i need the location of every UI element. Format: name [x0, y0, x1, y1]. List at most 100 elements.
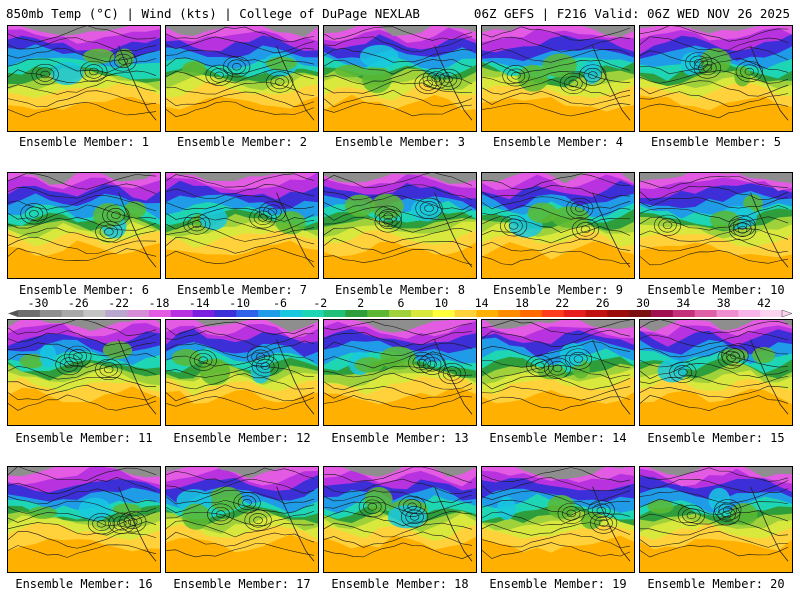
colorbar-tick-label: -30 — [27, 296, 49, 310]
colorbar-swatch — [345, 310, 368, 317]
ensemble-member-label: Ensemble Member: 4 — [492, 135, 624, 149]
colorbar-swatch — [607, 310, 630, 317]
colorbar-swatch — [214, 310, 237, 317]
ensemble-member-label: Ensemble Member: 9 — [492, 283, 624, 297]
ensemble-member-panel — [7, 319, 161, 426]
colorbar-tick-label: -18 — [148, 296, 170, 310]
temperature-field — [482, 467, 634, 572]
colorbar-swatch — [367, 310, 390, 317]
temperature-field — [8, 173, 160, 278]
temperature-field — [324, 467, 476, 572]
temperature-field — [166, 26, 318, 131]
colorbar-swatch — [170, 310, 193, 317]
colorbar-tick-label: 22 — [555, 296, 570, 310]
ensemble-member-panel — [639, 466, 793, 573]
ensemble-member-panel — [7, 25, 161, 132]
colorbar-tick-label: 2 — [357, 296, 365, 310]
colorbar-tick-label: -6 — [273, 296, 287, 310]
colorbar-swatch — [476, 310, 499, 317]
colorbar-tick-label: -10 — [229, 296, 251, 310]
temperature-field — [640, 173, 792, 278]
colorbar-tick-label: 10 — [434, 296, 449, 310]
temperature-field — [482, 173, 634, 278]
colorbar-swatch — [279, 310, 303, 317]
ensemble-member-panel — [165, 25, 319, 132]
ensemble-member-label: Ensemble Member: 20 — [647, 577, 785, 591]
temperature-field — [8, 467, 160, 572]
colorbar-tick-label: 26 — [595, 296, 610, 310]
ensemble-member-panel — [481, 172, 635, 279]
ensemble-member-panel — [323, 466, 477, 573]
ensemble-member-label: Ensemble Member: 7 — [176, 283, 308, 297]
ensemble-member-label: Ensemble Member: 14 — [489, 431, 627, 445]
temperature-field — [482, 320, 634, 425]
ensemble-member-panel — [639, 25, 793, 132]
colorbar-swatch — [454, 310, 477, 317]
temperature-field — [640, 467, 792, 572]
ensemble-member-panel — [481, 466, 635, 573]
colorbar-tick-label: 42 — [757, 296, 771, 310]
temperature-field — [8, 320, 160, 425]
colorbar-tick-label: 6 — [397, 296, 405, 310]
ensemble-member-label: Ensemble Member: 18 — [331, 577, 469, 591]
colorbar-swatch — [716, 310, 739, 317]
ensemble-member-label: Ensemble Member: 3 — [334, 135, 466, 149]
temperature-field — [640, 320, 792, 425]
temperature-field — [166, 173, 318, 278]
ensemble-member-panel — [323, 319, 477, 426]
colorbar-swatch — [192, 310, 215, 317]
ensemble-member-panel — [7, 172, 161, 279]
colorbar-tick-label: -26 — [67, 296, 89, 310]
colorbar-swatch — [432, 310, 455, 317]
colorbar-swatch — [148, 310, 172, 317]
colorbar-tick-label: 30 — [636, 296, 650, 310]
colorbar-swatch — [301, 310, 324, 317]
ensemble-member-label: Ensemble Member: 19 — [489, 577, 627, 591]
colorbar-swatch — [61, 310, 84, 317]
colorbar-swatch — [127, 310, 150, 317]
colorbar-right-arrow — [781, 309, 793, 318]
ensemble-member-panel — [165, 172, 319, 279]
colorbar-swatch — [563, 310, 586, 317]
temperature-field — [324, 26, 476, 131]
ensemble-member-panel — [323, 172, 477, 279]
temperature-field — [324, 320, 476, 425]
colorbar-swatch — [738, 310, 761, 317]
ensemble-member-label: Ensemble Member: 12 — [173, 431, 311, 445]
temperature-field — [640, 26, 792, 131]
ensemble-member-label: Ensemble Member: 16 — [15, 577, 153, 591]
map-title: 850mb Temp (°C) | Wind (kts) | College o… — [6, 6, 420, 21]
ensemble-member-panel — [165, 319, 319, 426]
colorbar-tick-label: 18 — [515, 296, 529, 310]
colorbar-swatch — [760, 310, 783, 317]
ensemble-member-panel — [481, 25, 635, 132]
colorbar-tick-label: -22 — [108, 296, 130, 310]
ensemble-member-label: Ensemble Member: 10 — [647, 283, 785, 297]
ensemble-member-label: Ensemble Member: 6 — [18, 283, 150, 297]
colorbar-swatch — [389, 310, 412, 317]
temperature-field — [482, 26, 634, 131]
temperature-field — [166, 467, 318, 572]
colorbar-tick-label: 34 — [676, 296, 691, 310]
ensemble-member-label: Ensemble Member: 5 — [650, 135, 782, 149]
colorbar-swatch — [585, 310, 608, 317]
ensemble-member-panel — [481, 319, 635, 426]
ensemble-member-label: Ensemble Member: 8 — [334, 283, 466, 297]
colorbar-tick-label: -14 — [188, 296, 210, 310]
temperature-field — [8, 26, 160, 131]
colorbar-swatch — [83, 310, 106, 317]
ensemble-member-panel — [7, 466, 161, 573]
ensemble-member-label: Ensemble Member: 11 — [15, 431, 153, 445]
colorbar-tick-label: 38 — [716, 296, 731, 310]
colorbar-swatch — [258, 310, 281, 317]
ensemble-member-panel — [639, 319, 793, 426]
colorbar-tick-label: -2 — [313, 296, 328, 310]
colorbar-swatch — [236, 310, 259, 317]
colorbar-swatch — [18, 310, 41, 317]
colorbar-tick-label: 14 — [474, 296, 489, 310]
ensemble-member-label: Ensemble Member: 2 — [176, 135, 308, 149]
colorbar-swatch — [323, 310, 346, 317]
colorbar-swatch — [694, 310, 717, 317]
colorbar-swatch — [541, 310, 565, 317]
ensemble-member-label: Ensemble Member: 13 — [331, 431, 469, 445]
